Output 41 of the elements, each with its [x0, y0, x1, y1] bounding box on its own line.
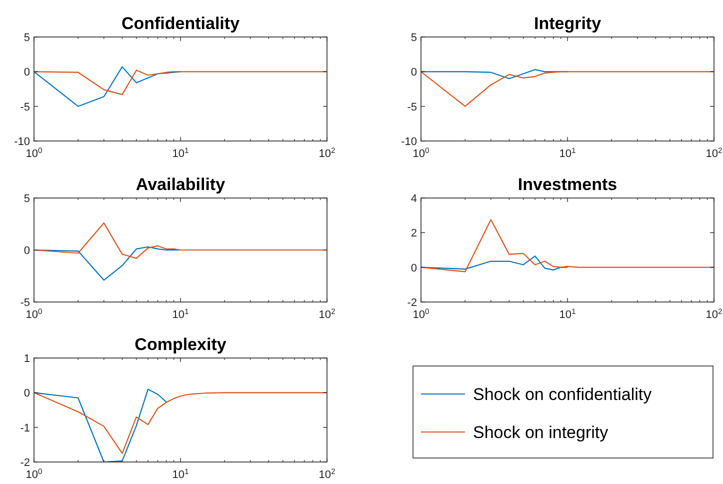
x-tick-label: 10$^{0}$: [412, 306, 430, 321]
chart-title: Confidentiality: [121, 14, 240, 33]
chart-title: Complexity: [134, 335, 227, 354]
y-tick-label: -1: [20, 422, 30, 434]
chart-title: Availability: [136, 175, 226, 194]
x-tick-label: 10$^{2}$: [318, 306, 336, 321]
x-tick-label: 10$^{1}$: [172, 306, 189, 321]
x-tick-label: 10$^{1}$: [559, 146, 576, 160]
chart-title: Investments: [518, 175, 618, 194]
y-tick-label: 0: [24, 388, 30, 400]
y-tick-label: -10: [14, 136, 30, 148]
legend-label: Shock on integrity: [473, 423, 609, 442]
y-tick-label: 0: [24, 245, 30, 257]
x-tick-label: 10$^{1}$: [172, 146, 189, 160]
x-tick-label: 10$^{2}$: [318, 146, 336, 160]
x-tick-label: 10$^{2}$: [706, 146, 722, 160]
x-tick-label: 10$^{0}$: [26, 466, 42, 481]
y-tick-label: -10: [401, 136, 417, 148]
y-tick-label: -2: [407, 297, 417, 309]
y-tick-label: 4: [410, 193, 417, 205]
y-tick-label: 2: [410, 228, 417, 240]
y-tick-label: -5: [20, 297, 30, 309]
y-tick-label: -2: [20, 457, 30, 469]
legend-label: Shock on confidentiality: [473, 385, 652, 404]
y-tick-label: 1: [24, 353, 30, 365]
chart-title: Integrity: [534, 14, 602, 33]
y-tick-label: 5: [410, 32, 417, 44]
y-tick-label: -5: [20, 101, 30, 114]
y-tick-label: 5: [24, 32, 30, 44]
y-tick-label: 5: [24, 193, 30, 205]
x-tick-label: 10$^{0}$: [412, 146, 430, 160]
x-tick-label: 10$^{1}$: [559, 306, 576, 321]
x-tick-label: 10$^{0}$: [26, 146, 42, 160]
y-tick-label: -5: [407, 101, 417, 114]
y-tick-label: 0: [410, 66, 417, 79]
x-tick-label: 10$^{2}$: [706, 306, 722, 321]
x-tick-label: 10$^{0}$: [26, 306, 42, 321]
x-tick-label: 10$^{2}$: [318, 466, 336, 481]
x-tick-label: 10$^{1}$: [172, 466, 189, 481]
y-tick-label: 0: [410, 262, 417, 274]
y-tick-label: 0: [24, 66, 30, 79]
